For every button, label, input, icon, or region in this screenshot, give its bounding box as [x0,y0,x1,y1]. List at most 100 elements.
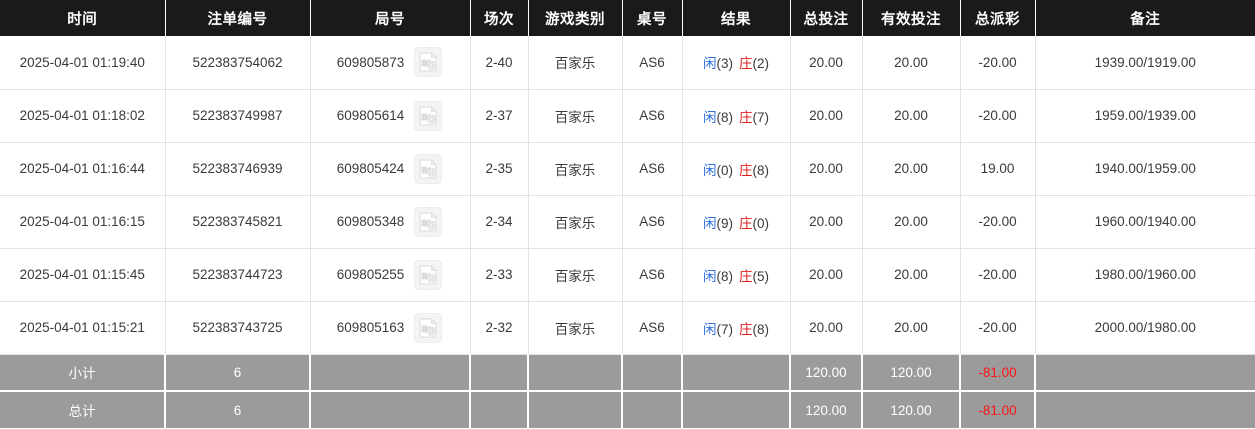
cell-time: 2025-04-01 01:15:45 [0,248,166,302]
round-number-group: 609805348 [315,206,466,238]
video-replay-icon[interactable] [413,153,443,185]
column-header-game_type[interactable]: 游戏类别 [528,0,623,36]
banker-points: (7) [752,109,770,125]
cell-game-type: 百家乐 [528,248,623,302]
summary-empty-remark [1035,391,1255,428]
column-header-remark[interactable]: 备注 [1035,0,1255,36]
cell-table-number: AS6 [622,248,683,302]
table-body: 2025-04-01 01:19:40 522383754062 609805873… [0,36,1255,428]
video-replay-icon[interactable] [413,259,443,291]
result-player-group: 闲(8) [703,265,733,285]
cell-total-payout: -20.00 [960,89,1036,143]
cell-total-bet[interactable]: 20.00 [790,142,863,196]
player-points: (7) [716,321,734,337]
summary-empty-remark [1035,354,1255,392]
cell-bet-number: 522383754062 [165,36,311,90]
cell-valid-bet: 20.00 [862,195,961,249]
cell-total-bet[interactable]: 20.00 [790,248,863,302]
summary-total-bet: 120.00 [790,391,863,428]
cell-valid-bet: 20.00 [862,248,961,302]
column-header-bet_no[interactable]: 注单编号 [165,0,311,36]
result-group: 闲(3) 庄(2) [703,52,769,72]
cell-round-number: 609805424 [310,142,471,196]
cell-bet-number: 522383746939 [165,142,311,196]
cell-round-number: 609805873 [310,36,471,90]
round-number-text: 609805348 [336,214,405,229]
cell-time: 2025-04-01 01:19:40 [0,36,166,90]
result-player-group: 闲(9) [703,212,733,232]
banker-label: 庄 [739,268,753,284]
cell-session: 2-34 [470,195,529,249]
result-player-group: 闲(7) [703,318,733,338]
column-header-time[interactable]: 时间 [0,0,166,36]
player-label: 闲 [703,109,717,125]
video-replay-icon[interactable] [413,100,443,132]
video-replay-icon[interactable] [413,206,443,238]
banker-label: 庄 [739,215,753,231]
cell-bet-number: 522383745821 [165,195,311,249]
result-banker-group: 庄(8) [739,318,769,338]
cell-game-type: 百家乐 [528,142,623,196]
summary-empty-round [310,391,471,428]
table-row: 2025-04-01 01:16:15 522383745821 609805348… [0,195,1255,249]
cell-time: 2025-04-01 01:18:02 [0,89,166,143]
column-header-result[interactable]: 结果 [682,0,791,36]
round-number-text: 609805424 [336,161,405,176]
round-number-group: 609805255 [315,259,466,291]
cell-game-type: 百家乐 [528,89,623,143]
cell-bet-number: 522383749987 [165,89,311,143]
player-points: (0) [716,162,734,178]
column-header-session[interactable]: 场次 [470,0,529,36]
banker-label: 庄 [739,56,753,72]
result-player-group: 闲(3) [703,52,733,72]
result-group: 闲(0) 庄(8) [703,159,769,179]
cell-time: 2025-04-01 01:16:15 [0,195,166,249]
result-banker-group: 庄(2) [739,52,769,72]
cell-game-type: 百家乐 [528,301,623,355]
cell-result: 闲(8) 庄(5) [682,248,791,302]
table-row: 2025-04-01 01:16:44 522383746939 609805424… [0,142,1255,196]
summary-count: 6 [165,354,311,392]
cell-remark: 1939.00/1919.00 [1035,36,1255,90]
banker-label: 庄 [739,162,753,178]
cell-time: 2025-04-01 01:16:44 [0,142,166,196]
column-header-round_no[interactable]: 局号 [310,0,471,36]
table-row: 2025-04-01 01:18:02 522383749987 609805614… [0,89,1255,143]
cell-table-number: AS6 [622,36,683,90]
cell-total-bet[interactable]: 20.00 [790,301,863,355]
cell-result: 闲(0) 庄(8) [682,142,791,196]
result-player-group: 闲(0) [703,159,733,179]
table-row: 2025-04-01 01:15:21 522383743725 609805163… [0,301,1255,355]
cell-session: 2-35 [470,142,529,196]
player-points: (8) [716,268,734,284]
result-banker-group: 庄(8) [739,159,769,179]
cell-total-bet[interactable]: 20.00 [790,36,863,90]
cell-table-number: AS6 [622,195,683,249]
column-header-table_no[interactable]: 桌号 [622,0,683,36]
banker-points: (5) [752,268,770,284]
cell-total-payout: 19.00 [960,142,1036,196]
cell-round-number: 609805255 [310,248,471,302]
column-header-total_bet[interactable]: 总投注 [790,0,863,36]
cell-total-bet[interactable]: 20.00 [790,89,863,143]
video-replay-icon[interactable] [413,312,443,344]
player-label: 闲 [703,215,717,231]
subtotal-row: 小计 6 120.00 120.00 -81.00 [0,354,1255,392]
summary-empty-result [682,391,791,428]
column-header-total_payout[interactable]: 总派彩 [960,0,1036,36]
player-points: (8) [716,109,734,125]
summary-total-bet: 120.00 [790,354,863,392]
total-row: 总计 6 120.00 120.00 -81.00 [0,391,1255,428]
column-header-valid_bet[interactable]: 有效投注 [862,0,961,36]
summary-total-payout: -81.00 [960,391,1036,428]
video-replay-icon[interactable] [413,46,443,78]
summary-label: 小计 [0,354,166,392]
cell-total-payout: -20.00 [960,195,1036,249]
cell-table-number: AS6 [622,301,683,355]
summary-empty-game-type [528,391,623,428]
cell-session: 2-40 [470,36,529,90]
summary-empty-session [470,391,529,428]
cell-remark: 2000.00/1980.00 [1035,301,1255,355]
cell-total-bet[interactable]: 20.00 [790,195,863,249]
cell-result: 闲(3) 庄(2) [682,36,791,90]
